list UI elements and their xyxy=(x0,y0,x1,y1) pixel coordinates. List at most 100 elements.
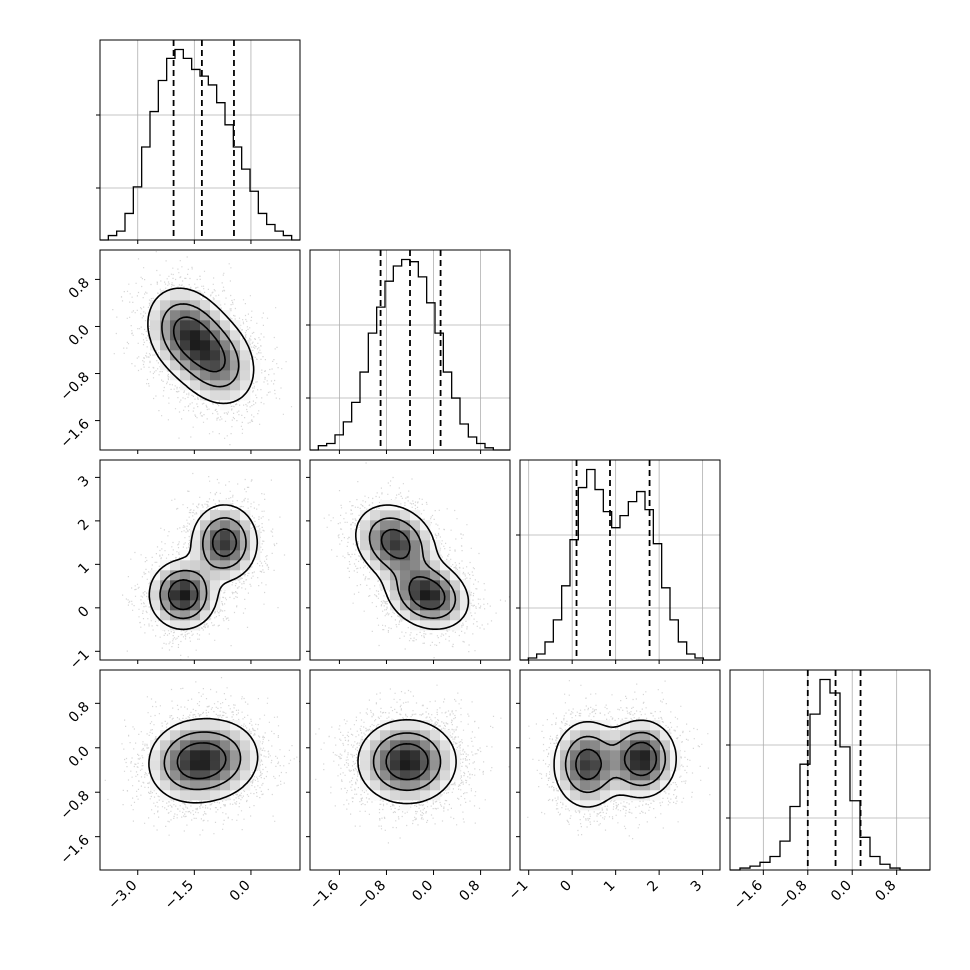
density-cell xyxy=(210,570,221,581)
density-cell xyxy=(370,790,381,801)
density-cell xyxy=(170,790,181,801)
scatter-panel-p3_vs_p0 xyxy=(99,669,301,871)
density-cell xyxy=(210,730,221,741)
density-cell xyxy=(450,620,461,631)
density-cell xyxy=(220,730,231,741)
density-cell xyxy=(390,760,401,771)
density-cell xyxy=(210,580,221,591)
density-cell xyxy=(620,780,631,791)
density-cell xyxy=(190,330,201,341)
density-cell xyxy=(190,540,201,551)
density-cell xyxy=(590,790,601,801)
contour-level-0 xyxy=(148,504,259,631)
density-cell xyxy=(220,550,231,561)
density-cell xyxy=(450,570,461,581)
density-cell xyxy=(460,580,471,591)
contour-level-1 xyxy=(163,731,242,791)
density-cell xyxy=(380,750,391,761)
density-cell xyxy=(360,770,371,781)
density-cell xyxy=(210,720,221,731)
density-cell xyxy=(250,760,261,771)
density-cell xyxy=(180,340,191,351)
density-cell xyxy=(230,330,241,341)
density-cell xyxy=(410,790,421,801)
density-cell xyxy=(230,570,241,581)
histogram-p0 xyxy=(100,48,300,241)
density-cell xyxy=(210,770,221,781)
density-cell xyxy=(430,770,441,781)
panel-frame xyxy=(99,249,301,451)
density-cell xyxy=(240,770,251,781)
density-cell xyxy=(210,550,221,561)
density-cell xyxy=(420,580,431,591)
density-cell xyxy=(380,770,391,781)
density-cell xyxy=(210,340,221,351)
density-cell xyxy=(210,510,221,521)
density-cell xyxy=(190,560,201,571)
density-cell xyxy=(410,610,421,621)
x-tick-label: −0.8 xyxy=(354,878,389,913)
density-cell xyxy=(570,770,581,781)
density-cell xyxy=(390,740,401,751)
density-cell xyxy=(580,800,591,811)
density-cell xyxy=(650,720,661,731)
density-cell xyxy=(210,750,221,761)
density-cell xyxy=(420,750,431,761)
y-tick-label: 0.8 xyxy=(66,699,93,726)
density-cell xyxy=(170,340,181,351)
density-cell xyxy=(400,770,411,781)
scatter-panel-p1_vs_p0 xyxy=(99,249,301,451)
density-cell xyxy=(230,540,241,551)
density-cell xyxy=(400,610,411,621)
density-cell xyxy=(220,510,231,521)
density-cell xyxy=(430,570,441,581)
density-cell xyxy=(580,750,591,761)
density-cell xyxy=(240,550,251,561)
density-cell xyxy=(640,790,651,801)
density-cell xyxy=(420,570,431,581)
density-cell xyxy=(160,620,171,631)
density-cell xyxy=(220,340,231,351)
density-cell xyxy=(250,370,261,381)
density-cell xyxy=(250,530,261,541)
x-tick-label: −1.6 xyxy=(307,877,342,912)
density-cell xyxy=(590,780,601,791)
density-cell xyxy=(210,330,221,341)
density-cell xyxy=(590,740,601,751)
panel-frame xyxy=(99,459,301,661)
density-cell xyxy=(390,520,401,531)
density-cell xyxy=(420,770,431,781)
density-cell xyxy=(180,720,191,731)
density-cell xyxy=(150,740,161,751)
contour-level-0 xyxy=(148,717,259,804)
density-cell xyxy=(660,730,671,741)
density-cell xyxy=(210,350,221,361)
density-cell xyxy=(150,760,161,771)
density-cell xyxy=(250,750,261,761)
y-tick-label: −1 xyxy=(67,647,93,673)
density-cell xyxy=(400,510,411,521)
density-cell xyxy=(230,550,241,561)
density-cell xyxy=(570,790,581,801)
density-cell xyxy=(230,370,241,381)
density-cell xyxy=(560,730,571,741)
density-cell xyxy=(150,580,161,591)
density-cell xyxy=(600,740,611,751)
x-tick-label: 3 xyxy=(688,878,706,896)
y-tick-label: 1 xyxy=(75,560,93,578)
contour-level-2 xyxy=(172,316,226,373)
density-cell xyxy=(220,400,231,411)
density-cell xyxy=(220,580,231,591)
y-tick-label: 0.8 xyxy=(66,275,93,302)
density-cell xyxy=(230,390,241,401)
contour-level-0 xyxy=(553,719,677,808)
density-cell xyxy=(180,570,191,581)
density-cell xyxy=(400,520,411,531)
density-cell xyxy=(400,570,411,581)
density-cell xyxy=(220,360,231,371)
density-cell xyxy=(560,740,571,751)
y-tick-label: 0 xyxy=(75,603,93,621)
x-tick-label: 0 xyxy=(557,878,575,896)
density-cell xyxy=(230,760,241,771)
density-cell xyxy=(420,760,431,771)
